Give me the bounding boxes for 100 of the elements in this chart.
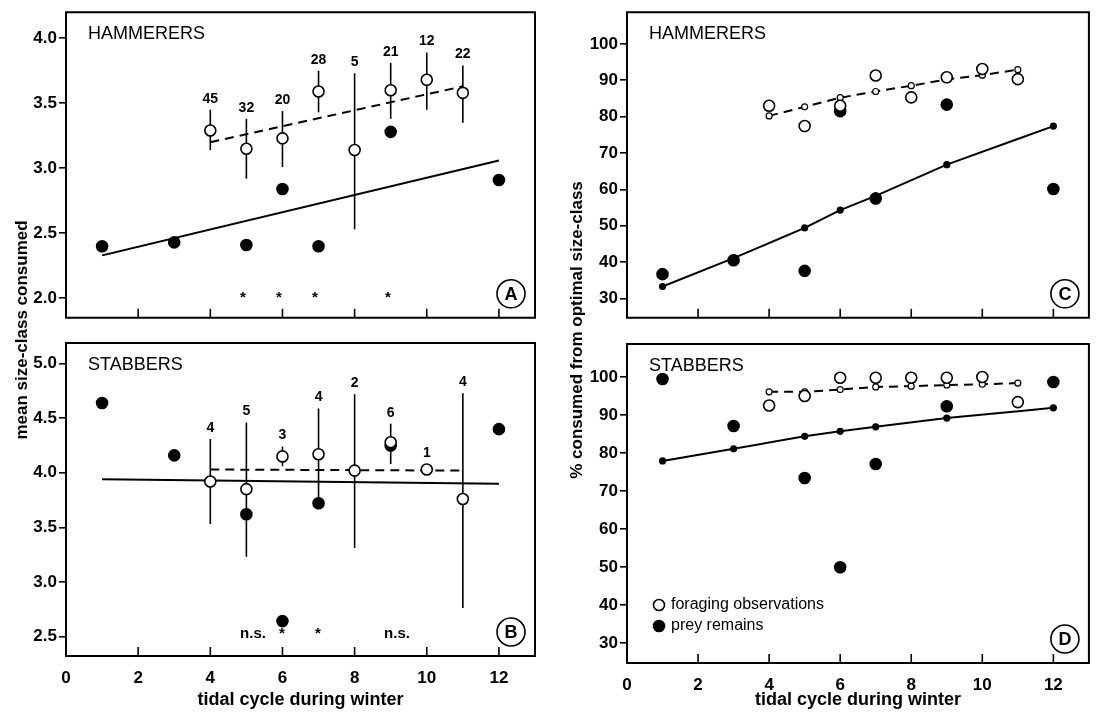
- point: [456, 492, 470, 506]
- y-tick-label: 30: [599, 288, 618, 308]
- x-tick-label: 0: [622, 674, 632, 694]
- y-tick-label: 4.5: [33, 407, 57, 427]
- annotation: 4: [314, 388, 323, 405]
- y-tick-label: 100: [589, 366, 618, 386]
- point: [420, 73, 434, 87]
- point: [727, 254, 740, 267]
- y-tick-label: 3.5: [33, 517, 57, 536]
- point: [798, 471, 811, 485]
- y-tick-label: 5.0: [33, 353, 57, 373]
- annotation: 6: [386, 403, 395, 420]
- text: STABBERS: [88, 353, 183, 374]
- point: [976, 62, 989, 76]
- point: [312, 85, 325, 98]
- point: [1047, 375, 1060, 389]
- point: [1047, 182, 1060, 196]
- point: [729, 445, 738, 453]
- point: [940, 399, 954, 413]
- point: [940, 71, 954, 84]
- y-tick-label: 3.0: [33, 157, 57, 177]
- point: [869, 457, 883, 471]
- annotation: *: [276, 287, 283, 305]
- point: [656, 267, 669, 281]
- x-tick-label: 8: [349, 667, 360, 687]
- point: [240, 238, 253, 252]
- y-tick-label: 70: [599, 142, 618, 162]
- annotation: 5: [350, 53, 359, 70]
- point: [1049, 122, 1057, 130]
- x-tick-label: 6: [277, 667, 288, 687]
- y-tick-label: 60: [599, 179, 618, 199]
- y-tick-label: 2.5: [33, 626, 57, 646]
- point: [836, 385, 844, 394]
- y-tick-label: 90: [599, 404, 618, 424]
- y-tick-label: 70: [599, 480, 618, 500]
- point: [1049, 404, 1057, 412]
- x-tick-label: 0: [61, 667, 71, 687]
- point: [658, 282, 667, 291]
- point: [276, 182, 289, 196]
- point: [420, 463, 434, 476]
- point: [943, 414, 951, 422]
- y-tick-label: 3.5: [33, 92, 57, 112]
- point: [907, 382, 915, 390]
- text: STABBERS: [649, 354, 744, 375]
- x-tick-label: 2: [693, 674, 703, 694]
- point: [276, 132, 289, 145]
- point: [765, 388, 773, 396]
- point: [762, 399, 776, 412]
- point: [872, 87, 880, 96]
- x-tick-label: 10: [972, 674, 992, 694]
- y-tick-label: 100: [589, 33, 618, 53]
- y-tick-label: 80: [599, 442, 618, 462]
- point: [95, 239, 109, 253]
- x-tick-label: 12: [1043, 674, 1063, 694]
- annotation: 3: [278, 426, 287, 443]
- legend-label: prey remains: [671, 616, 764, 634]
- y-tick-label: 30: [599, 632, 618, 652]
- annotation: 22: [455, 45, 471, 62]
- point: [765, 112, 773, 120]
- point: [727, 419, 740, 433]
- annotation: 1: [422, 444, 431, 461]
- point: [167, 236, 181, 249]
- annotation: 28: [310, 50, 327, 67]
- y-tick-label: 40: [599, 251, 618, 271]
- annotation: n.s.: [384, 624, 410, 642]
- point: [798, 264, 811, 278]
- point: [801, 432, 809, 440]
- x-tick-label: 12: [489, 667, 509, 687]
- annotation: A: [504, 283, 518, 304]
- point: [869, 192, 883, 205]
- point: [240, 142, 253, 156]
- point: [204, 475, 217, 488]
- text: HAMMERERS: [649, 23, 767, 44]
- y-tick-label: 4.0: [33, 462, 57, 482]
- point: [240, 507, 253, 521]
- point: [384, 125, 397, 139]
- point: [348, 143, 361, 157]
- x-tick-label: 4: [205, 667, 216, 687]
- x-axis-title: tidal cycle during winter: [197, 689, 404, 710]
- annotation: 2: [350, 374, 359, 391]
- annotation: *: [385, 287, 392, 305]
- point: [348, 464, 361, 477]
- point: [833, 99, 847, 112]
- point: [833, 561, 847, 574]
- y-tick-label: 90: [599, 69, 618, 89]
- y-tick-label: 50: [599, 215, 618, 235]
- point: [204, 124, 217, 137]
- annotation: C: [1058, 283, 1072, 304]
- y-tick-label: 3.0: [33, 571, 57, 591]
- annotation: D: [1058, 628, 1072, 649]
- y-tick-label: 40: [599, 594, 618, 614]
- point: [762, 99, 776, 112]
- point: [836, 94, 844, 102]
- point: [312, 447, 325, 461]
- x-tick-label: 10: [417, 667, 437, 687]
- point: [940, 98, 954, 111]
- point: [798, 119, 811, 133]
- y-axis-title: mean size-class consumed: [12, 220, 32, 440]
- y-tick-label: 4.0: [33, 27, 57, 47]
- annotation: *: [315, 624, 322, 642]
